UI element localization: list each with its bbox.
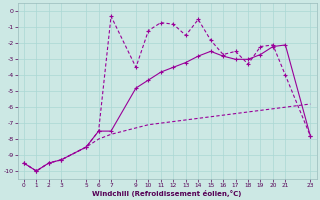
X-axis label: Windchill (Refroidissement éolien,°C): Windchill (Refroidissement éolien,°C) (92, 190, 242, 197)
